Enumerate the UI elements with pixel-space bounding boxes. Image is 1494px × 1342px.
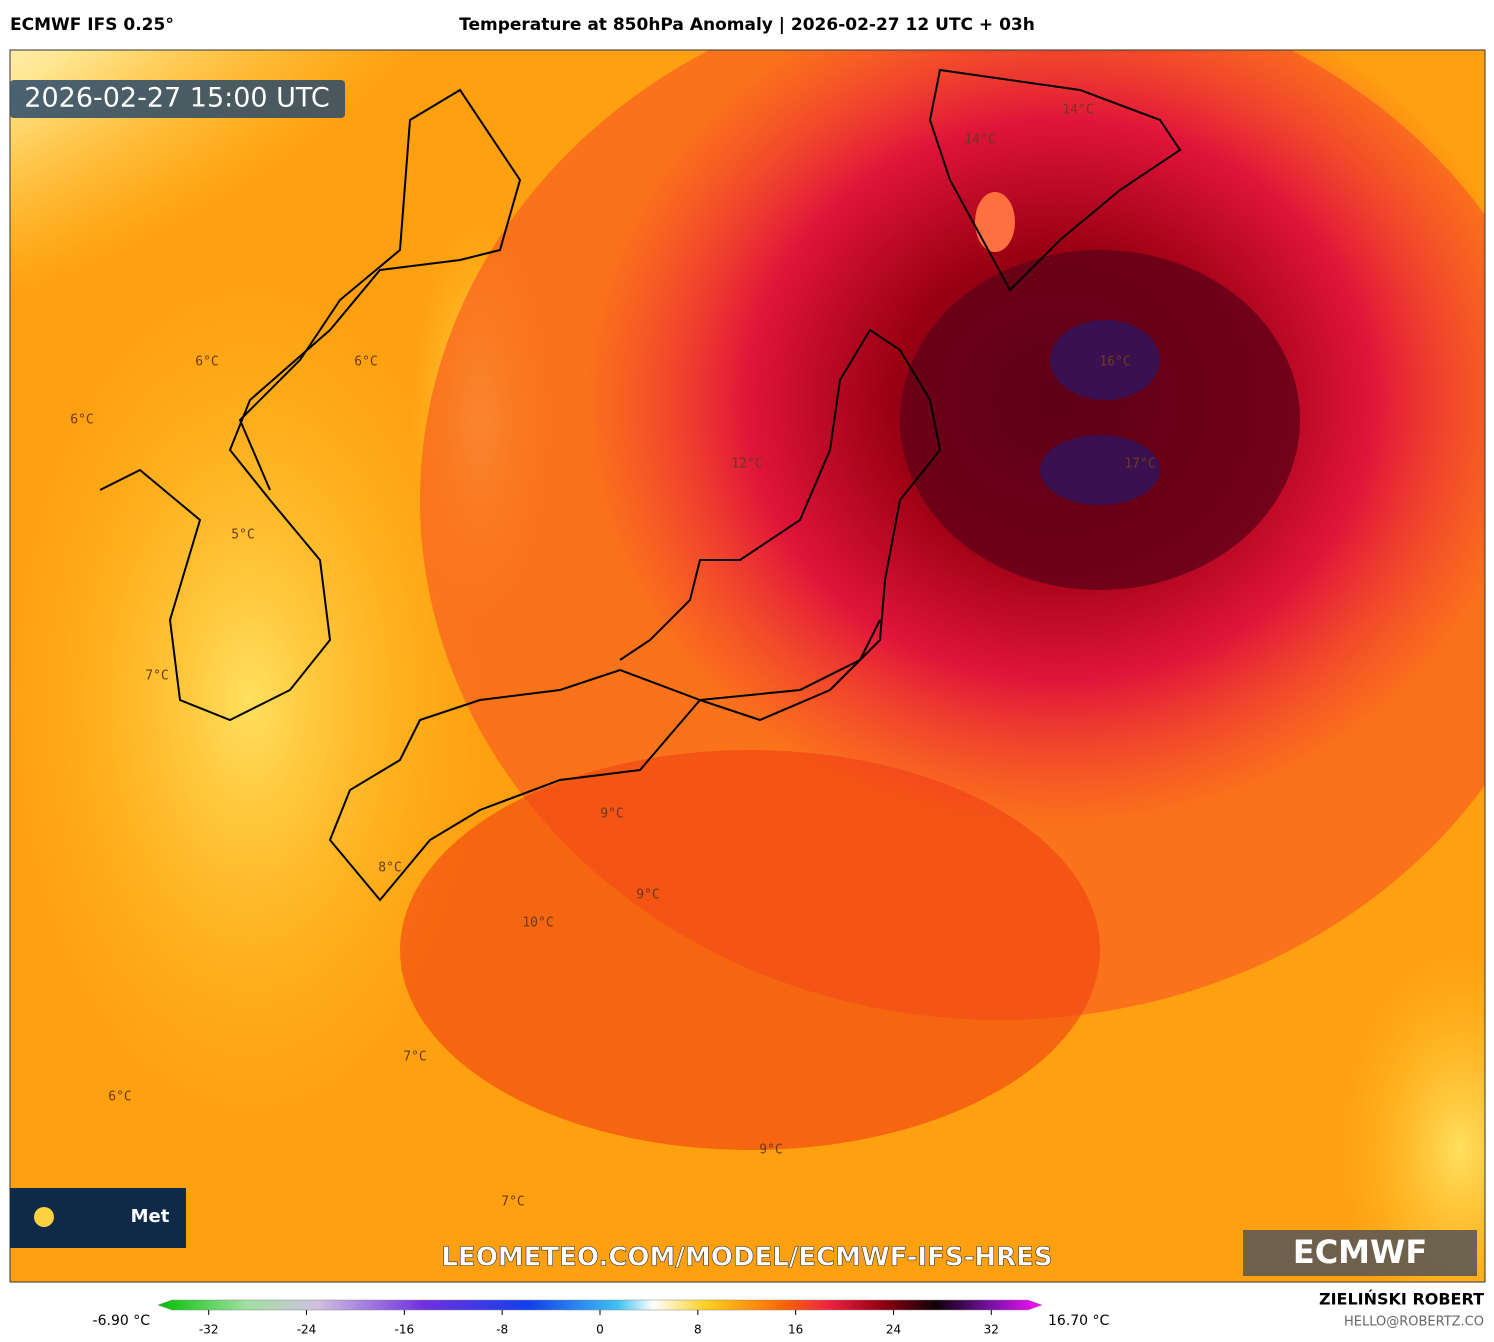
contour-label: 6°C [70,413,93,428]
contour-label: 7°C [403,1050,426,1065]
colorbar-tick-label: -16 [395,1323,415,1337]
contour-label: 9°C [600,807,623,822]
timestamp: 2026-02-27 15:00 UTC [24,83,329,114]
contour-label: 6°C [354,355,377,370]
timestamp-box [10,80,345,118]
badge-sun [34,1207,54,1227]
contour-label: 14°C [964,133,995,148]
colorbar-tick-label: -8 [496,1323,508,1337]
contour-label: 5°C [231,528,254,543]
contour-label: 14°C [1062,103,1093,118]
credit-name: ZIELIŃSKI ROBERT [1319,1290,1484,1309]
title: Temperature at 850hPa Anomaly | 2026-02-… [459,15,1035,35]
contour-label: 7°C [145,669,168,684]
contour-label: 7°C [501,1195,524,1210]
contour-label: 8°C [378,861,401,876]
contour-label: 9°C [759,1143,782,1158]
colorbar-min: -6.90 °C [93,1313,151,1329]
colorbar-tick-label: 32 [984,1323,999,1337]
watermark: LEOMETEO.COM/MODEL/ECMWF-IFS-HRES [441,1243,1052,1273]
contour-label: 17°C [1124,457,1155,472]
contour-label: 6°C [195,355,218,370]
credit-email: HELLO@ROBERTZ.CO [1344,1315,1484,1330]
colorbar-tick-label: 8 [694,1323,702,1337]
colorbar-tick-label: 16 [788,1323,803,1337]
colorbar-tick-label: 0 [596,1323,604,1337]
map-frame [9,49,1486,1283]
contour-label: 9°C [636,888,659,903]
colorbar [157,1299,1043,1311]
logo: ECMWF [1293,1233,1427,1271]
badge-text: Met [131,1206,170,1227]
colorbar-tick-label: -24 [297,1323,317,1337]
contour-label: 12°C [731,457,762,472]
model-name: ECMWF IFS 0.25° [10,15,174,35]
contour-label: 16°C [1099,355,1130,370]
logo-box [1243,1230,1477,1276]
colorbar-tick-label: -32 [199,1323,219,1337]
contour-label: 6°C [108,1090,131,1105]
contour-label: 10°C [522,916,553,931]
colorbar-max: 16.70 °C [1048,1313,1110,1329]
colorbar-tick-label: 24 [886,1323,901,1337]
